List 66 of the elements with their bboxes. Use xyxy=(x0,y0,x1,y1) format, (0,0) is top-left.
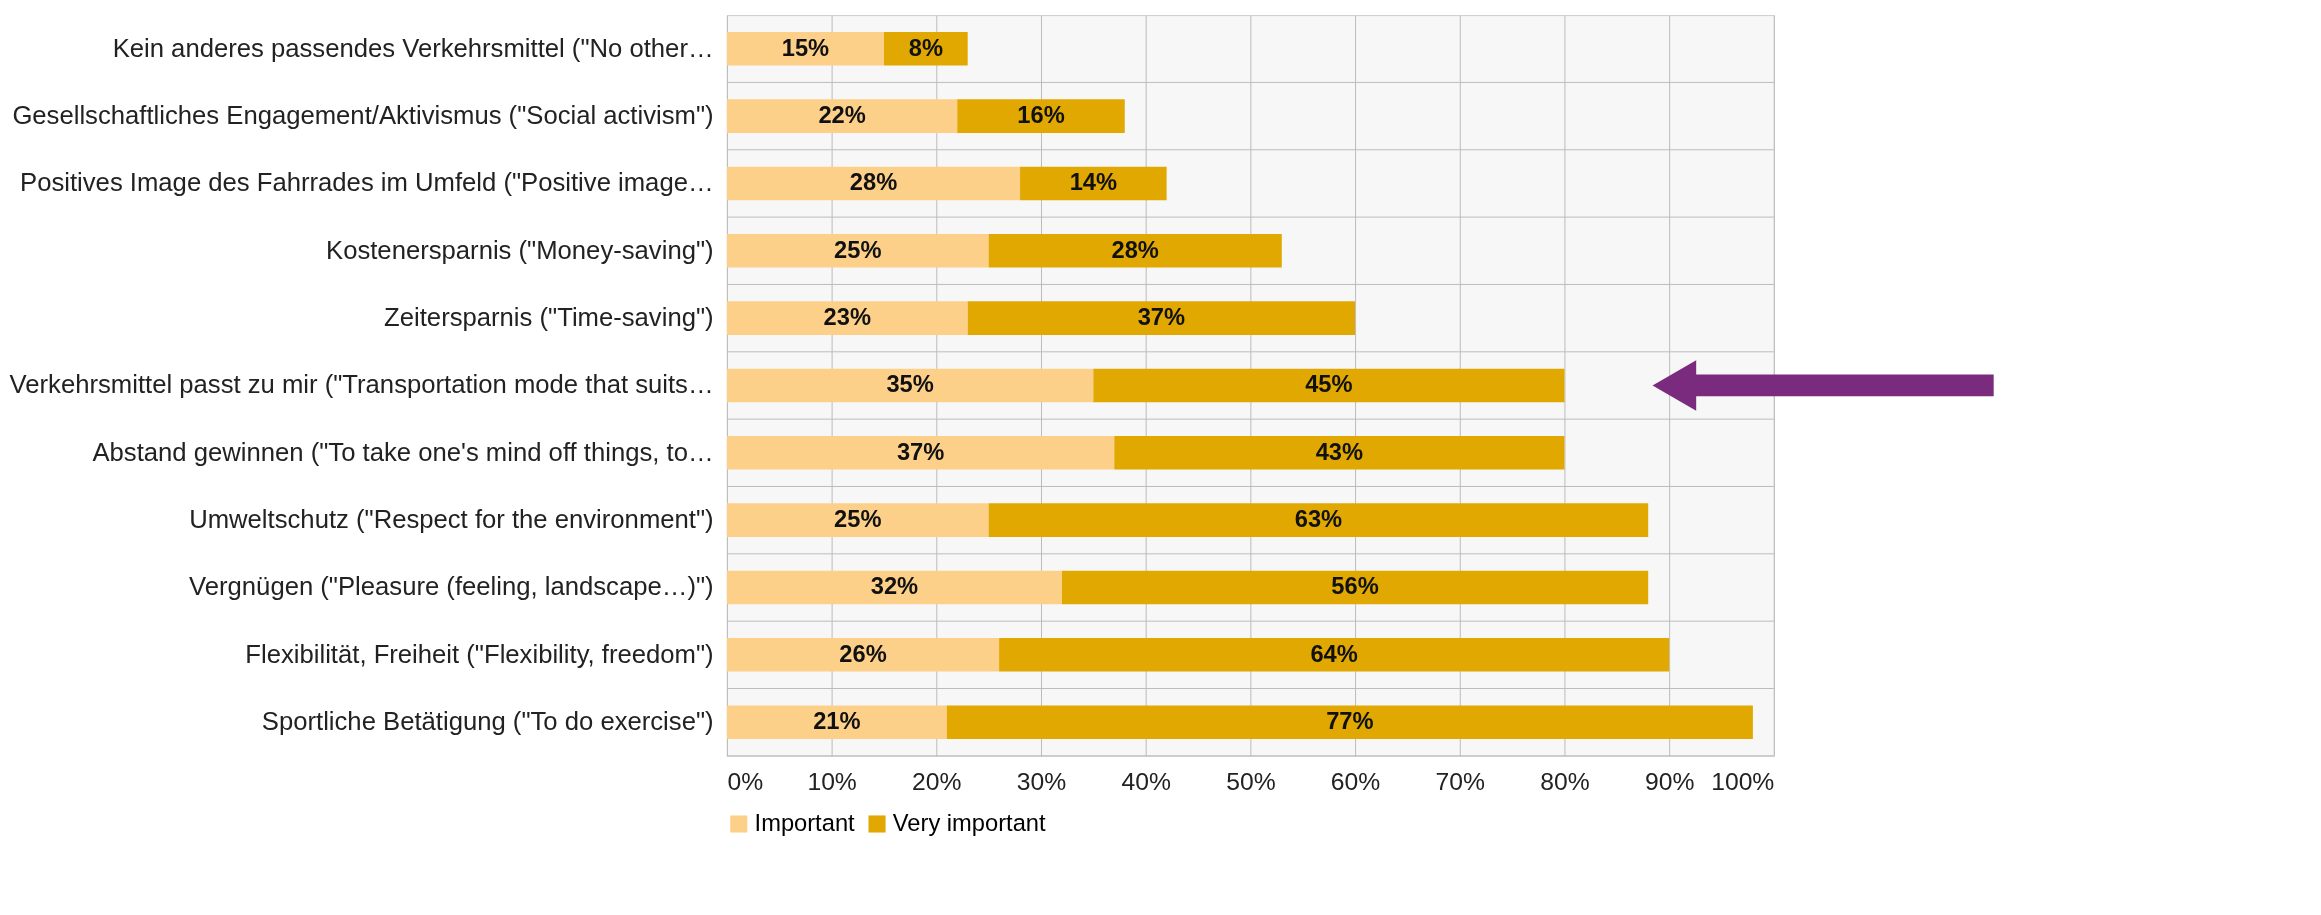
x-tick-label: 40% xyxy=(1121,767,1171,795)
text: 77% xyxy=(1326,708,1374,735)
text: 25% xyxy=(834,506,882,533)
text: 26% xyxy=(839,640,887,667)
y-tick-label: Gesellschaftliches Engagement/Aktivismus ("Social activism") xyxy=(12,101,714,130)
x-tick-label: 10% xyxy=(807,767,857,795)
bar xyxy=(999,638,1670,672)
x-tick-label: 0% xyxy=(727,767,764,795)
legend-label: Important xyxy=(754,809,856,836)
legend-label: Very important xyxy=(892,809,1046,836)
y-tick-label: Zeitersparnis ("Time-saving") xyxy=(384,303,714,332)
text: 8% xyxy=(908,34,943,61)
bar xyxy=(988,234,1282,268)
y-tick-label: Kein anderes passendes Verkehrsmittel ("No other… xyxy=(112,33,714,62)
bar xyxy=(726,31,884,66)
text: 21% xyxy=(813,708,861,735)
y-tick-label: Sportliche Betätigung ("To do exercise") xyxy=(261,707,714,736)
text: 22% xyxy=(818,102,866,129)
bar xyxy=(726,166,1021,201)
bar xyxy=(1114,436,1565,470)
bar xyxy=(726,234,989,268)
text: 37% xyxy=(1137,304,1186,331)
x-tick-label: 80% xyxy=(1540,767,1590,795)
y-tick-label: Verkehrsmittel passt zu mir ("Transportation mode that suits… xyxy=(9,370,714,399)
y-tick-label: Flexibilität, Freiheit ("Flexibility, freedom") xyxy=(245,639,714,668)
text: 16% xyxy=(1017,102,1065,129)
text: 23% xyxy=(823,304,872,331)
bar xyxy=(726,638,1000,672)
text: 35% xyxy=(886,371,934,398)
text: 14% xyxy=(1069,169,1118,196)
bar xyxy=(726,436,1115,470)
bar xyxy=(1093,368,1565,403)
y-tick-label: Positives Image des Fahrrades im Umfeld ("Positive image… xyxy=(20,168,714,197)
bar xyxy=(1061,570,1649,605)
bar xyxy=(726,99,958,133)
y-tick-label: Abstand gewinnen ("To take one's mind off things, to… xyxy=(92,437,714,466)
x-tick-label: 100% xyxy=(1711,767,1775,795)
y-tick-label: Kostenersparnis ("Money-saving") xyxy=(326,235,714,264)
text: 63% xyxy=(1294,506,1343,533)
bar xyxy=(726,301,968,335)
x-tick-label: 90% xyxy=(1644,767,1695,795)
bar xyxy=(726,368,1094,403)
bar xyxy=(726,503,989,537)
x-tick-label: 30% xyxy=(1016,767,1067,795)
x-tick-label: 50% xyxy=(1226,767,1276,795)
text: 56% xyxy=(1331,573,1379,600)
bar xyxy=(946,705,1753,739)
text: 15% xyxy=(781,34,830,61)
text: 43% xyxy=(1315,438,1364,465)
y-tick-label: Umweltschutz ("Respect for the environment") xyxy=(189,505,714,534)
bar xyxy=(726,570,1062,605)
x-tick-label: 20% xyxy=(912,767,962,795)
text: 28% xyxy=(1111,236,1159,263)
bar xyxy=(726,705,947,739)
y-tick-label: Vergnügen ("Pleasure (feeling, landscape…)") xyxy=(189,572,714,601)
text: 64% xyxy=(1310,640,1358,667)
text: 45% xyxy=(1305,371,1353,398)
bar xyxy=(967,301,1356,335)
x-tick-label: 60% xyxy=(1330,767,1381,795)
text: 25% xyxy=(834,236,882,263)
x-tick-label: 70% xyxy=(1435,767,1485,795)
text: 37% xyxy=(896,438,945,465)
bar xyxy=(957,99,1125,133)
text: 32% xyxy=(870,573,919,600)
text: 28% xyxy=(849,169,898,196)
bar xyxy=(988,503,1649,537)
